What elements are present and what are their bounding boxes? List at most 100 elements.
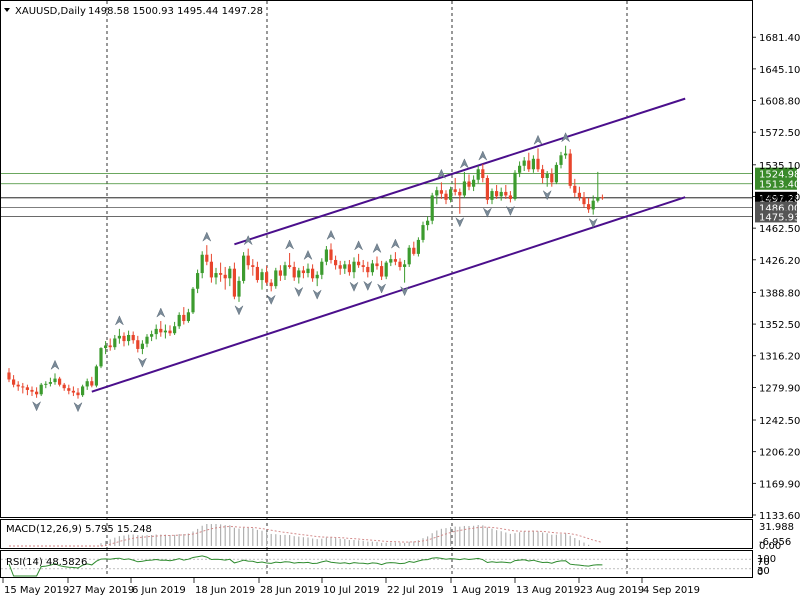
candle-body: [324, 249, 328, 262]
candle-body: [191, 288, 195, 313]
time-tick-label: 10 Jul 2019: [323, 585, 380, 596]
candle-body: [315, 274, 319, 279]
candle-body: [320, 261, 324, 275]
candle-body: [25, 387, 29, 390]
candle-body: [352, 261, 356, 273]
candle-body: [44, 383, 48, 385]
macd-tick-label: 0.00: [759, 541, 781, 552]
channel-upper-line[interactable]: [234, 97, 686, 246]
candle-body: [416, 239, 420, 254]
candle-body: [127, 334, 131, 342]
time-tick-label: 28 Jun 2019: [260, 585, 320, 596]
candle-body: [311, 268, 315, 279]
candle-body: [343, 264, 347, 269]
rsi-line: [8, 555, 603, 577]
price-axis: 1681.40 1645.10 1608.80 1572.50 1535.10 1498.…: [752, 33, 800, 522]
fractal-down-marker: [137, 357, 147, 368]
candle-body: [99, 348, 103, 367]
fractal-up-marker: [326, 229, 336, 241]
symbol-dropdown-icon[interactable]: [4, 8, 10, 12]
fractal-down-marker: [312, 289, 322, 300]
price-tick-label: 1133.60: [759, 511, 800, 522]
time-tick-label: 18 Jun 2019: [195, 585, 255, 596]
price-level-tag: [755, 191, 797, 204]
price-level-label: 1486.00: [759, 204, 800, 215]
fractal-down-marker: [363, 280, 373, 291]
candle-body: [426, 220, 430, 226]
candle-body: [334, 259, 338, 266]
candle-body: [384, 262, 388, 277]
candle-body: [35, 391, 39, 395]
channel-lower-line[interactable]: [91, 196, 686, 393]
candle-body: [81, 386, 85, 396]
candle-body: [338, 265, 342, 269]
candle-body: [577, 192, 581, 198]
fractal-markers: [32, 132, 598, 413]
candle-body: [564, 153, 568, 156]
fractal-up-marker: [390, 238, 400, 249]
fractal-up-marker: [561, 132, 571, 143]
candle-body: [113, 338, 117, 348]
price-tick-label: 1242.50: [759, 416, 800, 427]
price-tick-label: 1426.20: [759, 256, 800, 267]
rsi-pane-frame: [0, 550, 753, 578]
price-tick-label: 1645.10: [759, 65, 800, 76]
candle-body: [186, 312, 190, 322]
candle-body: [297, 270, 301, 278]
fractal-up-marker: [50, 359, 60, 370]
fractal-up-marker: [243, 235, 253, 246]
candle-body: [329, 249, 333, 260]
price-level-label: 1497.28: [759, 194, 800, 205]
candle-body: [90, 381, 94, 386]
candle-body: [12, 379, 16, 385]
candle-body: [531, 158, 535, 170]
candle-body: [587, 204, 591, 210]
candle-body: [163, 330, 167, 333]
candle-body: [347, 264, 351, 273]
candle-body: [430, 195, 434, 221]
candle-body: [380, 266, 384, 277]
macd-label: MACD(12,26,9) 5.795 15.248: [6, 524, 152, 535]
candle-body: [173, 326, 177, 334]
candle-body: [472, 179, 476, 187]
chart-symbol: XAUUSD,Daily: [15, 6, 86, 17]
time-tick-label: 23 Aug 2019: [580, 585, 644, 596]
candle-body: [269, 282, 273, 287]
candle-body: [398, 261, 402, 267]
fractal-down-marker: [400, 286, 410, 297]
candle-body: [131, 334, 135, 341]
candle-body: [439, 190, 443, 194]
fractal-down-marker: [455, 217, 465, 228]
fractal-down-marker: [73, 402, 83, 413]
candle-body: [71, 390, 75, 393]
rsi-tick-label: 70: [757, 557, 770, 568]
price-tick-label: 1206.20: [759, 448, 800, 459]
candle-body: [508, 195, 512, 199]
candle-body: [278, 270, 282, 276]
candle-body: [361, 265, 365, 267]
candle-body: [485, 177, 489, 200]
fractal-down-marker: [542, 190, 552, 201]
candle-body: [490, 191, 494, 200]
time-tick-label: 15 May 2019: [4, 585, 69, 596]
candle-body: [375, 263, 379, 267]
candle-body: [85, 381, 89, 387]
candle-body: [495, 191, 499, 197]
candle-body: [232, 268, 236, 297]
candle-body: [159, 328, 163, 333]
candle-body: [283, 265, 287, 276]
candle-body: [499, 191, 503, 197]
price-tick-label: 1681.40: [759, 33, 800, 44]
fractal-down-marker: [377, 283, 387, 294]
time-tick-label: 27 May 2019: [69, 585, 134, 596]
candle-body: [104, 345, 108, 349]
candlesticks: [7, 145, 604, 399]
price-tick-label: 1316.20: [759, 352, 800, 363]
candle-body: [554, 164, 558, 183]
price-level-label: 1513.40: [759, 180, 800, 191]
fractal-down-marker: [588, 218, 598, 229]
candle-body: [246, 255, 250, 266]
